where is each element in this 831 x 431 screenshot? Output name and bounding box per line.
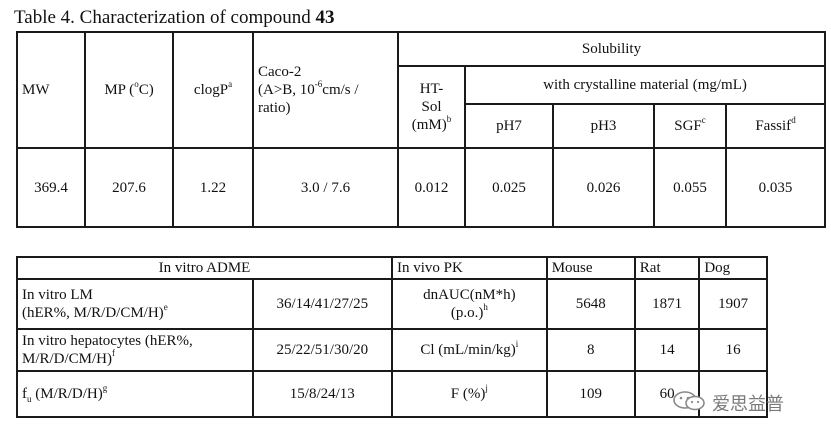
characterization-table: MW MP (oC) clogPa Caco-2 (A>B, 10-6cm/s … — [16, 31, 827, 228]
table-row: 369.4 207.6 1.22 3.0 / 7.6 0.012 0.025 0… — [16, 147, 827, 228]
header-htsol: HT- Sol (mM)b — [397, 65, 466, 149]
header-mouse: Mouse — [545, 256, 636, 280]
row-rat: 14 — [633, 328, 701, 372]
value-ph3: 0.026 — [552, 147, 655, 228]
value-mp: 207.6 — [84, 147, 174, 228]
row-dog — [698, 370, 768, 418]
wechat-logo-icon — [673, 391, 705, 411]
value-mw: 369.4 — [16, 147, 86, 228]
value-fassif: 0.035 — [724, 147, 827, 228]
header-in-vivo-pk: In vivo PK — [390, 256, 548, 280]
row-value: 36/14/41/27/25 — [251, 278, 393, 330]
row-rat: 60 — [633, 370, 701, 418]
header-caco2: Caco-2 (A>B, 10-6cm/s / ratio) — [252, 31, 399, 149]
value-ph7: 0.025 — [464, 147, 554, 228]
caption-prefix: Table 4. Characterization of compound — [14, 7, 316, 28]
header-mp: MP (oC) — [84, 31, 174, 149]
compound-number: 43 — [315, 7, 335, 28]
value-htsol: 0.012 — [397, 147, 466, 228]
row-mouse: 5648 — [545, 278, 636, 330]
table-row: In vitro LM (hER%, M/R/D/CM/H)e 36/14/41/… — [16, 278, 768, 330]
value-sgf: 0.055 — [653, 147, 727, 228]
header-clogp: clogPa — [172, 31, 254, 149]
row-pk-param: dnAUC(nM*h) (p.o.)h — [390, 278, 548, 330]
header-in-vitro-adme: In vitro ADME — [16, 256, 393, 280]
row-value: 25/22/51/30/20 — [251, 328, 393, 372]
row-value: 15/8/24/13 — [251, 370, 393, 418]
header-mw: MW — [16, 31, 86, 149]
row-pk-param: Cl (mL/min/kg)i — [390, 328, 548, 372]
value-clogp: 1.22 — [172, 147, 254, 228]
header-rat: Rat — [633, 256, 701, 280]
header-solubility: Solubility — [396, 31, 827, 67]
row-label: fu (M/R/D/H)g — [16, 370, 254, 418]
table-row: In vitro hepatocytes (hER%, M/R/D/CM/H)f … — [16, 328, 768, 372]
header-ph7: pH7 — [464, 103, 554, 149]
value-caco2: 3.0 / 7.6 — [252, 147, 399, 228]
adme-pk-table: In vitro ADME In vivo PK Mouse Rat Dog I… — [16, 256, 768, 418]
header-fassif: Fassifd — [724, 103, 827, 149]
row-label: In vitro hepatocytes (hER%, M/R/D/CM/H)f — [16, 328, 254, 372]
header-dog: Dog — [698, 256, 768, 280]
row-rat: 1871 — [633, 278, 701, 330]
watermark: 爱思益普 — [672, 388, 822, 416]
table-caption: Table 4. Characterization of compound 43 — [14, 6, 335, 30]
header-sgf: SGFc — [653, 103, 727, 149]
row-pk-param: F (%)j — [390, 370, 548, 418]
header-crystalline: with crystalline material (mg/mL) — [463, 65, 827, 105]
row-mouse: 109 — [545, 370, 636, 418]
header-ph3: pH3 — [552, 103, 655, 149]
row-label: In vitro LM (hER%, M/R/D/CM/H)e — [16, 278, 254, 330]
row-mouse: 8 — [545, 328, 636, 372]
row-dog: 1907 — [698, 278, 768, 330]
row-dog: 16 — [698, 328, 768, 372]
watermark-text: 爱思益普 — [712, 394, 784, 415]
table-row: fu (M/R/D/H)g 15/8/24/13 F (%)j 109 60 — [16, 370, 768, 418]
